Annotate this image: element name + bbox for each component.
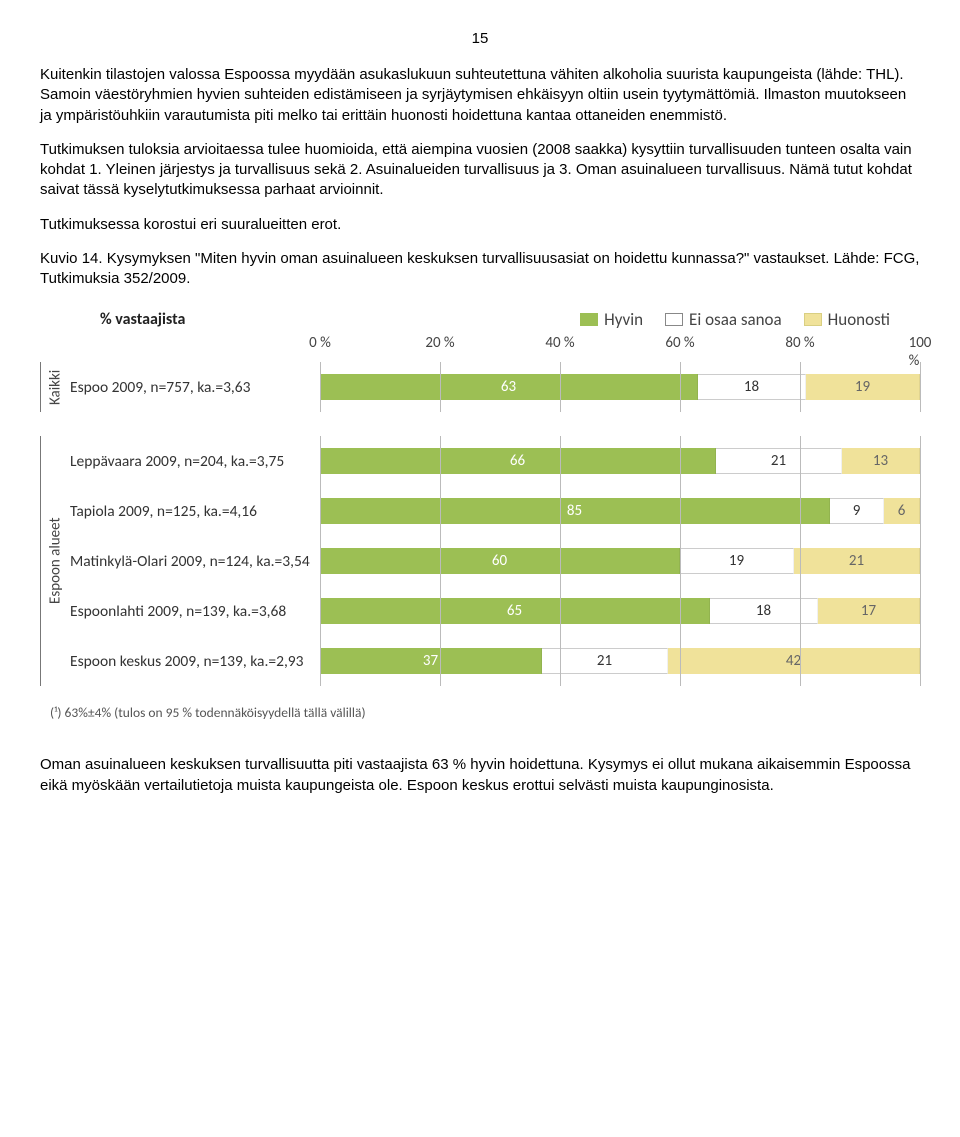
swatch-huonosti: [804, 313, 822, 326]
bar-segment-huonosti: 19: [806, 374, 920, 400]
bar-area: 631819: [320, 362, 920, 412]
intro-paragraph-1: Kuitenkin tilastojen valossa Espoossa my…: [40, 65, 920, 126]
x-tick: 0 %: [309, 334, 331, 352]
row-label: Espoon keskus 2009, n=139, ka.=2,93: [70, 652, 320, 671]
bar-area: 372142: [320, 636, 920, 686]
legend-item-eos: Ei osaa sanoa: [665, 309, 782, 330]
bar-segment-huonosti: 17: [818, 598, 920, 624]
bar-segment-hyvin: 60: [320, 548, 680, 574]
bar-segment-hyvin: 63: [320, 374, 698, 400]
group-label: Kaikki: [40, 362, 70, 412]
bar-segment-huonosti: 42: [668, 648, 920, 674]
row-label: Tapiola 2009, n=125, ka.=4,16: [70, 502, 320, 521]
bar-segment-eos: 21: [542, 648, 668, 674]
chart-row: Espoon keskus 2009, n=139, ka.=2,9337214…: [70, 636, 920, 686]
intro-paragraph-3: Tutkimuksessa korostui eri suuralueitten…: [40, 215, 920, 235]
stacked-bar: 8596: [320, 498, 920, 524]
x-axis: 0 %20 %40 %60 %80 %100 %: [320, 334, 920, 356]
bar-segment-eos: 18: [710, 598, 818, 624]
closing-paragraph: Oman asuinalueen keskuksen turvallisuutt…: [40, 755, 920, 796]
x-tick: 60 %: [665, 334, 694, 352]
group-label: Espoon alueet: [40, 436, 70, 686]
bar-segment-hyvin: 65: [320, 598, 710, 624]
row-label: Espoo 2009, n=757, ka.=3,63: [70, 378, 320, 397]
stacked-bar: 662113: [320, 448, 920, 474]
stacked-bar: 651817: [320, 598, 920, 624]
chart-row: Espoo 2009, n=757, ka.=3,63631819: [70, 362, 920, 412]
bar-segment-eos: 19: [680, 548, 794, 574]
page-number: 15: [40, 30, 920, 47]
legend-label-hyvin: Hyvin: [604, 309, 643, 330]
bar-area: 601921: [320, 536, 920, 586]
stacked-bar-chart: % vastaajista Hyvin Ei osaa sanoa Huonos…: [40, 309, 920, 721]
intro-paragraph-2: Tutkimuksen tuloksia arvioitaessa tulee …: [40, 140, 920, 201]
chart-legend: Hyvin Ei osaa sanoa Huonosti: [580, 309, 920, 330]
figure-caption: Kuvio 14. Kysymyksen "Miten hyvin oman a…: [40, 249, 920, 290]
x-tick: 40 %: [545, 334, 574, 352]
x-tick: 80 %: [785, 334, 814, 352]
chart-row: Tapiola 2009, n=125, ka.=4,168596: [70, 486, 920, 536]
stacked-bar: 601921: [320, 548, 920, 574]
legend-label-huonosti: Huonosti: [828, 309, 890, 330]
bar-segment-hyvin: 66: [320, 448, 716, 474]
bar-segment-eos: 18: [698, 374, 806, 400]
chart-row: Matinkylä-Olari 2009, n=124, ka.=3,54601…: [70, 536, 920, 586]
bar-area: 662113: [320, 436, 920, 486]
legend-item-huonosti: Huonosti: [804, 309, 890, 330]
bar-segment-huonosti: 21: [794, 548, 920, 574]
bar-segment-hyvin: 85: [320, 498, 830, 524]
bar-segment-eos: 21: [716, 448, 842, 474]
x-tick: 20 %: [425, 334, 454, 352]
bar-segment-hyvin: 37: [320, 648, 542, 674]
pct-axis-label: % vastaajista: [40, 310, 320, 329]
row-label: Matinkylä-Olari 2009, n=124, ka.=3,54: [70, 552, 320, 571]
chart-row: Espoonlahti 2009, n=139, ka.=3,68651817: [70, 586, 920, 636]
bar-area: 8596: [320, 486, 920, 536]
bar-segment-huonosti: 6: [884, 498, 920, 524]
bar-segment-huonosti: 13: [842, 448, 920, 474]
row-label: Leppävaara 2009, n=204, ka.=3,75: [70, 452, 320, 471]
swatch-hyvin: [580, 313, 598, 326]
bar-segment-eos: 9: [830, 498, 884, 524]
stacked-bar: 372142: [320, 648, 920, 674]
swatch-eos: [665, 313, 683, 326]
row-label: Espoonlahti 2009, n=139, ka.=3,68: [70, 602, 320, 621]
chart-footnote: (¹) 63%±4% (tulos on 95 % todennäköisyyd…: [50, 704, 920, 721]
stacked-bar: 631819: [320, 374, 920, 400]
chart-row: Leppävaara 2009, n=204, ka.=3,75662113: [70, 436, 920, 486]
bar-area: 651817: [320, 586, 920, 636]
legend-item-hyvin: Hyvin: [580, 309, 643, 330]
legend-label-eos: Ei osaa sanoa: [689, 309, 782, 330]
